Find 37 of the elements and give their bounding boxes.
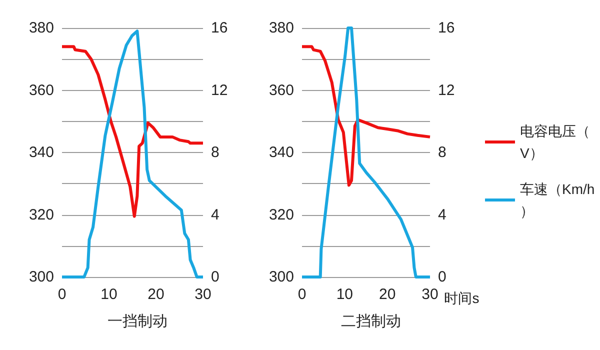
legend-label: 车速（Km/h） (520, 181, 595, 219)
y2-tick-label: 16 (211, 20, 228, 36)
legend-label: 电容电压（V） (520, 123, 590, 161)
y-tick-label: 380 (28, 20, 54, 36)
x-tick-label: 20 (148, 286, 164, 303)
text: 一挡制动 (108, 313, 168, 330)
y-tick-label: 300 (268, 268, 294, 286)
line-series (60, 30, 204, 278)
y-tick-label: 380 (268, 20, 294, 36)
y2-tick-label: 0 (211, 268, 220, 286)
y-tick-label: 340 (28, 144, 54, 161)
y2-tick-label: 16 (438, 20, 455, 36)
y2-tick-label: 8 (438, 144, 446, 161)
text: 二挡制动 (341, 313, 401, 330)
y2-tick-label: 4 (211, 206, 220, 224)
line-series (300, 45, 432, 187)
y2-tick-label: 4 (438, 206, 446, 224)
y-tick-label: 320 (28, 206, 54, 224)
x-tick-label: 10 (336, 286, 354, 303)
y2-tick-label: 0 (438, 268, 446, 286)
y2-tick-label: 8 (211, 144, 220, 161)
y-tick-label: 360 (268, 82, 294, 99)
y2-tick-label: 12 (211, 82, 228, 99)
y-tick-label: 340 (268, 144, 294, 161)
line-series (300, 26, 432, 278)
y-tick-label: 320 (268, 206, 294, 224)
x-tick-label: 30 (422, 286, 438, 303)
y-tick-label: 300 (28, 268, 54, 286)
x-axis-title: 时间s (444, 290, 480, 306)
x-tick-label: 10 (100, 286, 118, 303)
x-tick-label: 0 (58, 286, 66, 303)
x-tick-label: 0 (298, 286, 306, 303)
y2-tick-label: 12 (438, 82, 455, 99)
y-tick-label: 360 (28, 82, 54, 99)
line-series (60, 45, 204, 218)
x-tick-label: 30 (194, 286, 212, 303)
x-tick-label: 20 (378, 286, 396, 303)
